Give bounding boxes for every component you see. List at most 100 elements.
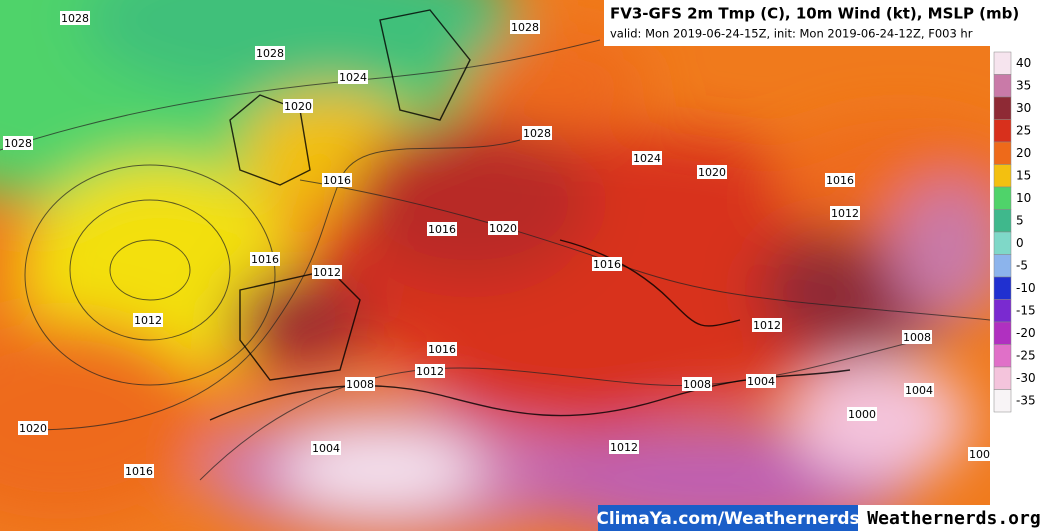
colorbar-swatch [993, 344, 1012, 368]
isobar-label: 1008 [683, 378, 711, 391]
colorbar-swatch [993, 119, 1012, 143]
isobar-label-box [847, 407, 877, 421]
colorbar-swatch [993, 366, 1012, 390]
watermark-left-box [598, 505, 858, 531]
isobar-label-box [3, 136, 33, 150]
isobar-label-box [522, 126, 552, 140]
colorbar-swatch [993, 74, 1012, 98]
isobar-label-box [746, 374, 776, 388]
colorbar-swatch [993, 96, 1012, 120]
isobar-label: 1012 [416, 365, 444, 378]
isobar-label-box [345, 377, 375, 391]
isobar-label-box [427, 222, 457, 236]
colorbar-swatch [993, 51, 1012, 75]
isobar-label: 1008 [903, 331, 931, 344]
isobar-label-box [904, 383, 934, 397]
colorbar-label: -25 [1016, 348, 1036, 362]
title-box [604, 0, 1050, 46]
isobar-label-box [752, 318, 782, 332]
isobar-label: 1020 [19, 422, 47, 435]
colorbar-label: 25 [1016, 123, 1031, 137]
colorbar-swatch [993, 141, 1012, 165]
colorbar-label: 10 [1016, 191, 1031, 205]
colorbar-swatch [993, 321, 1012, 345]
isobar-label-box [133, 313, 163, 327]
colorbar-label: -5 [1016, 258, 1028, 272]
watermark-right: Weathernerds.org [867, 508, 1040, 529]
isobar-label-box [311, 441, 341, 455]
colorbar-swatch [993, 209, 1012, 233]
colorbar-swatch [993, 299, 1012, 323]
colorbar-swatch [993, 254, 1012, 278]
isobar-label-box [825, 173, 855, 187]
watermark-right-box [858, 505, 1050, 531]
isobar-label: 1004 [312, 442, 340, 455]
isobar-label-box [250, 252, 280, 266]
isobar-label-box [632, 151, 662, 165]
isobar-label: 1016 [323, 174, 351, 187]
isobar-label-box [312, 265, 342, 279]
isobar-label-box [60, 11, 90, 25]
colorbar-swatch [993, 389, 1012, 413]
isobar-label: 1016 [428, 223, 456, 236]
colorbar-label: 30 [1016, 101, 1031, 115]
colorbar-label: 5 [1016, 213, 1024, 227]
isobar-label: 1016 [593, 258, 621, 271]
isobar-label-box [338, 70, 368, 84]
isobar-label: 1012 [610, 441, 638, 454]
isobar-label: 1004 [747, 375, 775, 388]
isobar-label: 1028 [256, 47, 284, 60]
colorbar-label: 40 [1016, 56, 1031, 70]
isobar-label: 1020 [698, 166, 726, 179]
map-subtitle: valid: Mon 2019-06-24-15Z, init: Mon 201… [610, 27, 973, 41]
isobar-label: 1012 [313, 266, 341, 279]
isobar-label: 1024 [633, 152, 661, 165]
isobar-label: 1020 [284, 100, 312, 113]
isobar-label-box [415, 364, 445, 378]
isobar-label-box [902, 330, 932, 344]
isobar-label: 1016 [826, 174, 854, 187]
isobar-label-box [488, 221, 518, 235]
isobar-label-box [510, 20, 540, 34]
isobar-label-box [697, 165, 727, 179]
isobar-label: 1004 [905, 384, 933, 397]
colorbar-label: 15 [1016, 168, 1031, 182]
isobar-label-box [283, 99, 313, 113]
map-title: FV3-GFS 2m Tmp (C), 10m Wind (kt), MSLP … [610, 5, 1019, 23]
colorbar: 40 35 30 25 20 15 10 5 0 -5 -10 -15 -20 -25 -30 -35 [993, 51, 1036, 413]
colorbar-label: 0 [1016, 236, 1024, 250]
colorbar-label: -35 [1016, 393, 1036, 407]
isobar-label: 1016 [251, 253, 279, 266]
isobar-label: 1028 [523, 127, 551, 140]
isobar-label: 1028 [511, 21, 539, 34]
isobar-label: 1020 [489, 222, 517, 235]
colorbar-swatch [993, 164, 1012, 188]
isobar-label: 1024 [339, 71, 367, 84]
isobar-label-box [124, 464, 154, 478]
colorbar-label: -30 [1016, 371, 1036, 385]
isobar-label: 1016 [125, 465, 153, 478]
isobar-label-box [427, 342, 457, 356]
colorbar-swatch [993, 276, 1012, 300]
isobar-label-box [609, 440, 639, 454]
isobar-label: 1012 [753, 319, 781, 332]
watermark-left: ClimaYa.com/Weathernerds [596, 509, 859, 529]
isobar-label-box [592, 257, 622, 271]
isobar-label-box [682, 377, 712, 391]
colorbar-label: -10 [1016, 281, 1036, 295]
isobar-label-box [255, 46, 285, 60]
colorbar-label: 35 [1016, 78, 1031, 92]
isobar-label-box [322, 173, 352, 187]
colorbar-label: -20 [1016, 326, 1036, 340]
isobar-label: 1012 [134, 314, 162, 327]
isobar-label: 1028 [4, 137, 32, 150]
colorbar-swatch [993, 231, 1012, 255]
isobar-label-box [18, 421, 48, 435]
isobar-label: 1016 [428, 343, 456, 356]
colorbar-label: 20 [1016, 146, 1031, 160]
isobar-label-box [830, 206, 860, 220]
isobar-label: 1028 [61, 12, 89, 25]
